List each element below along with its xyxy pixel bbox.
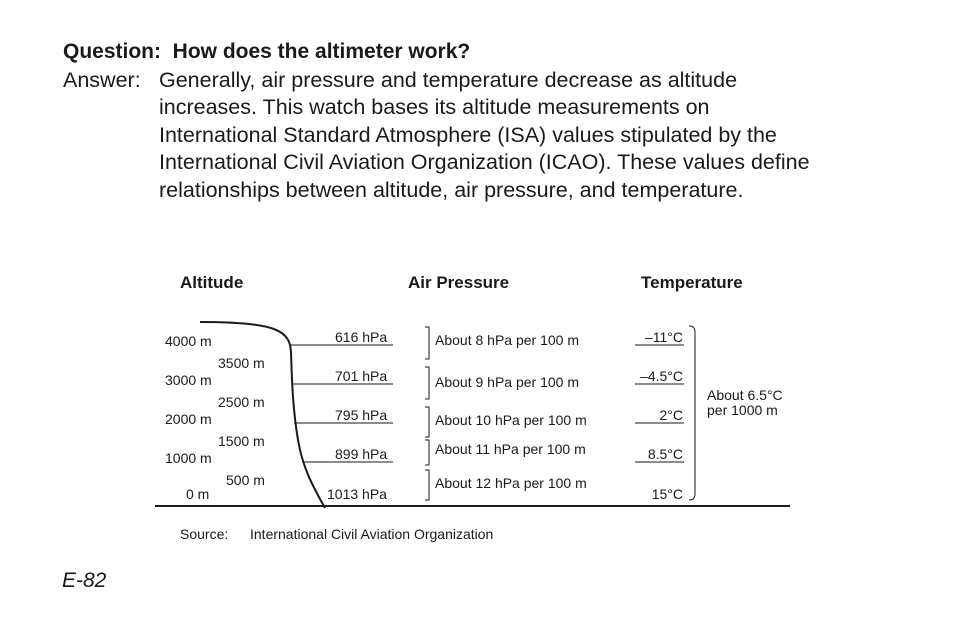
pressure-bracket [425, 366, 430, 400]
answer-line: increases. This watch bases its altitude… [159, 95, 710, 119]
pressure-value: 795 hPa [335, 407, 388, 423]
air-pressure-header: Air Pressure [408, 273, 510, 292]
source-text: International Civil Aviation Organizatio… [250, 526, 494, 542]
pressure-bracket [425, 326, 430, 360]
altitude-header: Altitude [180, 273, 244, 292]
answer-line: relationships between altitude, air pres… [159, 178, 744, 202]
pressure-value: 616 hPa [335, 329, 388, 345]
temperature-value: –4.5°C [640, 368, 683, 384]
altitude-major-label: 0 m [186, 486, 210, 502]
pressure-bracket [425, 439, 430, 466]
answer-label: Answer: [63, 68, 141, 92]
altitude-minor-label: 500 m [226, 472, 265, 488]
altitude-minor-label: 1500 m [218, 433, 265, 449]
answer-line: International Civil Aviation Organizatio… [159, 150, 810, 174]
temperature-rate-line: per 1000 m [707, 402, 778, 418]
pressure-value: 701 hPa [335, 368, 388, 384]
pressure-value: 899 hPa [335, 446, 388, 462]
temperature-value: 8.5°C [647, 446, 683, 462]
pressure-rate: About 8 hPa per 100 m [435, 332, 579, 348]
temperature-value: 15°C [651, 486, 683, 502]
temperature-value: –11°C [644, 329, 683, 345]
temperature-bracket [688, 325, 696, 501]
temperature-value: 2°C [659, 407, 684, 423]
question-label: Question: [63, 40, 161, 63]
altitude-minor-label: 2500 m [218, 394, 265, 410]
altitude-curve [199, 321, 326, 509]
source-label: Source: [180, 526, 229, 542]
pressure-rate: About 11 hPa per 100 m [435, 441, 586, 457]
question: Question: How does the altimeter work? [63, 40, 470, 64]
temperature-rate-line: About 6.5°C [707, 387, 783, 403]
pressure-bracket [425, 469, 430, 501]
answer-line: International Standard Atmosphere (ISA) … [159, 123, 777, 147]
question-text: How does the altimeter work? [172, 40, 471, 63]
altitude-major-label: 4000 m [165, 333, 212, 349]
pressure-bracket [425, 406, 430, 438]
pressure-rate: About 10 hPa per 100 m [435, 412, 587, 428]
altitude-minor-label: 3500 m [218, 355, 265, 371]
page-number: E-82 [62, 569, 107, 592]
pressure-rate: About 12 hPa per 100 m [435, 475, 587, 491]
altitude-major-label: 3000 m [165, 372, 212, 388]
answer-line: Generally, air pressure and temperature … [159, 68, 738, 92]
pressure-rate: About 9 hPa per 100 m [435, 374, 579, 390]
temperature-header: Temperature [641, 273, 743, 292]
altitude-major-label: 2000 m [165, 411, 212, 427]
pressure-value: 1013 hPa [327, 486, 387, 502]
altitude-major-label: 1000 m [165, 450, 212, 466]
